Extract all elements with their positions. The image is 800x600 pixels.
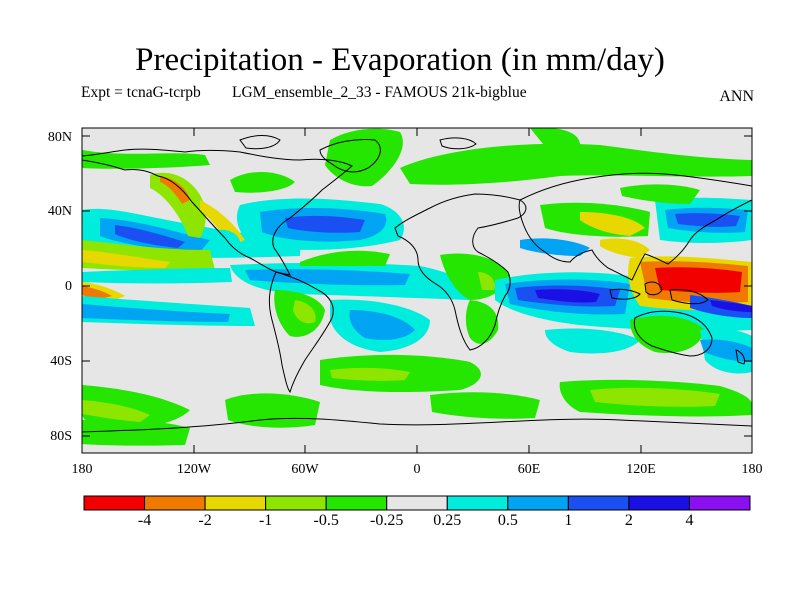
field-region xyxy=(400,143,752,185)
lon-tick-label: 0 xyxy=(413,462,421,477)
field-region xyxy=(82,304,230,322)
lat-tick-label: 80N xyxy=(47,130,72,145)
field-region xyxy=(478,272,496,290)
colorbar-swatch xyxy=(83,495,146,511)
field-region xyxy=(82,286,112,299)
field-region xyxy=(225,393,320,428)
coastlines xyxy=(82,135,752,433)
field-region xyxy=(82,250,170,268)
colorbar xyxy=(83,495,751,511)
season-label: ANN xyxy=(719,88,754,105)
field-region xyxy=(293,300,316,324)
lon-tick-label: 60W xyxy=(291,462,319,477)
colorbar-swatch xyxy=(628,495,690,511)
field-region xyxy=(349,310,415,340)
field-region xyxy=(590,387,720,407)
field-region xyxy=(700,339,752,362)
colorbar-swatch xyxy=(204,495,267,511)
chart-title: Precipitation - Evaporation (in mm/day) xyxy=(135,42,665,78)
colorbar-tick-label: 0.25 xyxy=(433,512,462,529)
field-region xyxy=(535,289,600,303)
field-region xyxy=(655,267,742,293)
lat-tick-label: 80S xyxy=(50,429,72,444)
field-region xyxy=(620,184,700,204)
experiment-label: Expt = tcnaG-tcrpb xyxy=(81,84,201,101)
field-region xyxy=(300,250,390,266)
field-region xyxy=(82,150,210,169)
lon-tick-label: 180 xyxy=(71,462,93,477)
field-region xyxy=(520,238,590,256)
field-region xyxy=(82,268,232,284)
field-region xyxy=(218,229,241,250)
colorbar-swatch xyxy=(567,495,630,511)
lon-tick-label: 180 xyxy=(741,462,763,477)
lat-tick-label: 40S xyxy=(50,354,72,369)
lon-tick-label: 120E xyxy=(626,462,656,477)
lon-tick-label: 120W xyxy=(176,462,212,477)
field-region xyxy=(82,400,150,422)
colorbar-tick-label: -0.25 xyxy=(370,512,404,529)
run-label: LGM_ensemble_2_33 - FAMOUS 21k-bigblue xyxy=(232,84,527,101)
colorbar-swatch xyxy=(386,495,448,511)
field-region xyxy=(82,419,190,446)
field-region xyxy=(675,213,740,227)
colorbar-swatch xyxy=(144,495,206,511)
field-region xyxy=(230,171,295,193)
field-region xyxy=(285,215,365,233)
field-region xyxy=(160,176,190,204)
lon-ticks xyxy=(193,128,642,453)
field-region xyxy=(600,238,650,258)
colorbar-tick-label: -2 xyxy=(198,512,212,529)
colorbar-swatch xyxy=(265,495,327,511)
field-region xyxy=(150,172,206,238)
colorbar-swatch xyxy=(446,495,509,511)
lat-tick-label: 40N xyxy=(47,204,72,219)
field-region xyxy=(430,392,540,419)
field-region xyxy=(115,225,185,248)
field-region xyxy=(245,269,410,286)
colorbar-tick-label: 2 xyxy=(624,512,633,529)
field-region xyxy=(465,300,499,344)
field-region xyxy=(580,212,645,236)
lat-ticks xyxy=(82,135,752,437)
colorbar-tick-label: 1 xyxy=(564,512,573,529)
field-region xyxy=(530,128,580,150)
colorbar-tick-label: 4 xyxy=(685,512,694,529)
colorbar-swatch xyxy=(507,495,569,511)
colorbar-tick-label: 0.5 xyxy=(497,512,518,529)
colorbar-tick-label: -1 xyxy=(258,512,273,529)
field-region xyxy=(545,328,640,354)
lon-tick-label: 60E xyxy=(517,462,541,477)
colorbar-tick-label: -4 xyxy=(137,512,152,529)
colorbar-swatch xyxy=(325,495,388,511)
field-region xyxy=(330,367,410,381)
colorbar-tick-label: -0.5 xyxy=(313,512,339,529)
lat-tick-label: 0 xyxy=(65,279,72,294)
colorbar-swatch xyxy=(688,495,751,511)
field-region xyxy=(710,300,752,312)
precip-evap-field xyxy=(82,128,752,453)
